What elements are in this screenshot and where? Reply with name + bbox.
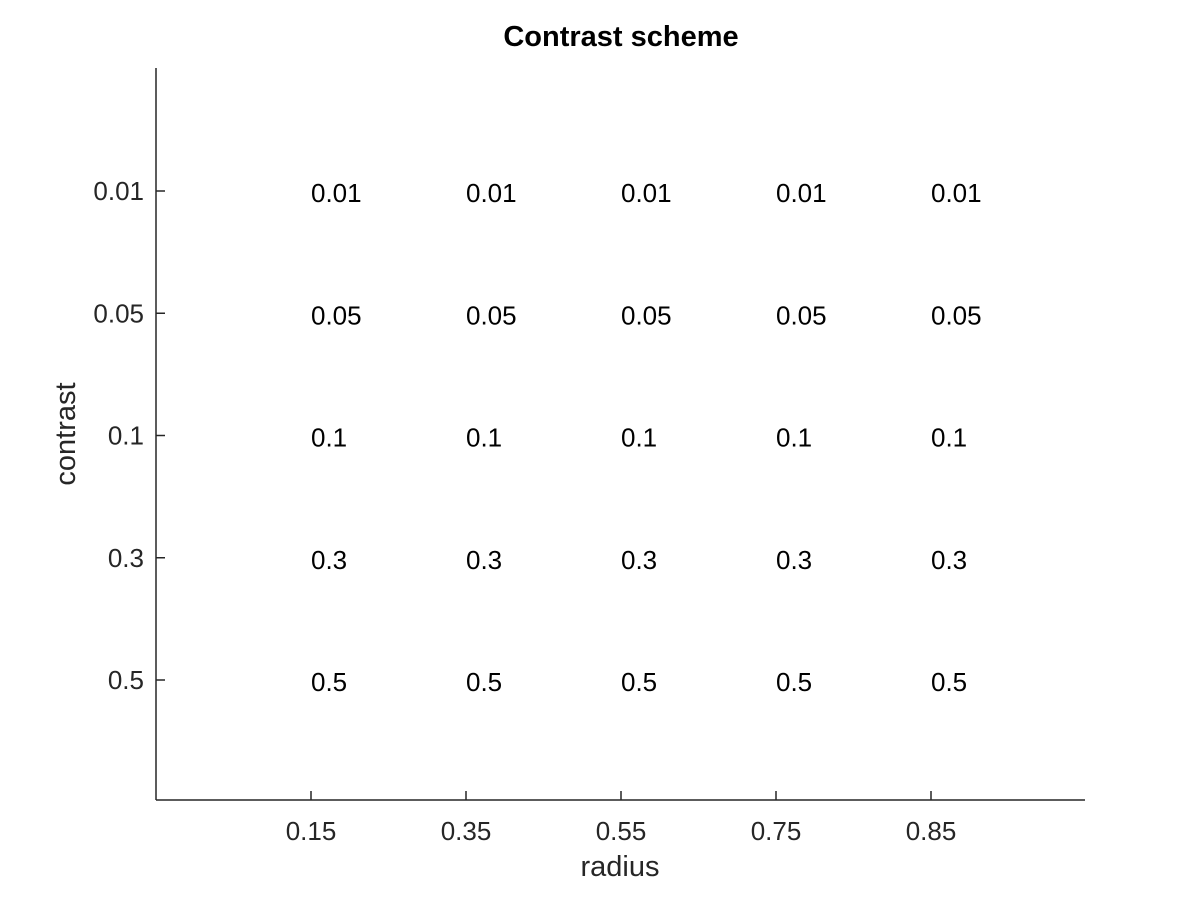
- x-axis-label: radius: [581, 851, 660, 883]
- cell-value-label: 0.3: [621, 545, 657, 575]
- cell-value-label: 0.5: [776, 667, 812, 697]
- cell-value-label: 0.05: [776, 300, 827, 330]
- x-tick-label: 0.35: [441, 816, 492, 846]
- cell-value-label: 0.1: [776, 423, 812, 453]
- cell-value-label: 0.05: [931, 300, 982, 330]
- cell-value-label: 0.5: [931, 667, 967, 697]
- cell-value-label: 0.01: [466, 178, 517, 208]
- x-tick-label: 0.75: [751, 816, 802, 846]
- cell-value-label: 0.05: [466, 300, 517, 330]
- chart-marks: 0.15 0.35 0.55 0.75 0.85 0.01 0.05 0.1 0.3 0.5 0.0…: [93, 176, 981, 846]
- y-tick-label: 0.3: [108, 543, 144, 573]
- cell-value-label: 0.3: [466, 545, 502, 575]
- cell-value-label: 0.3: [776, 545, 812, 575]
- chart-title: Contrast scheme: [503, 21, 738, 53]
- cell-value-label: 0.05: [311, 300, 362, 330]
- y-tick-label: 0.1: [108, 421, 144, 451]
- cell-value-label: 0.1: [621, 423, 657, 453]
- y-tick-label: 0.05: [93, 298, 144, 328]
- cell-value-label: 0.01: [621, 178, 672, 208]
- cell-value-label: 0.5: [621, 667, 657, 697]
- cell-value-label: 0.05: [621, 300, 672, 330]
- cell-value-label: 0.01: [776, 178, 827, 208]
- x-tick-label: 0.15: [286, 816, 337, 846]
- cell-value-label: 0.1: [466, 423, 502, 453]
- cell-value-label: 0.01: [311, 178, 362, 208]
- cell-value-label: 0.3: [931, 545, 967, 575]
- cell-value-label: 0.3: [311, 545, 347, 575]
- y-axis-label: contrast: [50, 382, 82, 485]
- y-tick-label: 0.5: [108, 665, 144, 695]
- cell-value-label: 0.5: [466, 667, 502, 697]
- cell-value-label: 0.01: [931, 178, 982, 208]
- x-tick-label: 0.55: [596, 816, 647, 846]
- cell-value-label: 0.1: [311, 423, 347, 453]
- x-tick-label: 0.85: [906, 816, 957, 846]
- cell-value-label: 0.1: [931, 423, 967, 453]
- y-tick-label: 0.01: [93, 176, 144, 206]
- cell-value-label: 0.5: [311, 667, 347, 697]
